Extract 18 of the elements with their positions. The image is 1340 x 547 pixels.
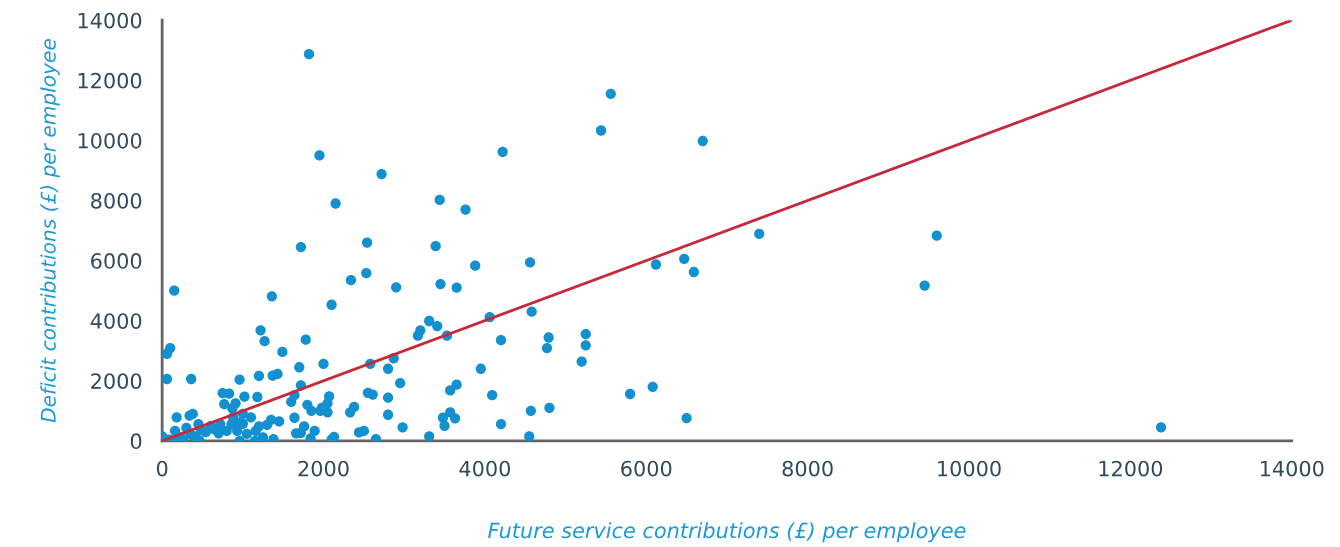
x-tick-label: 8000 [782,460,833,477]
x-tick-label: 14000 [1260,460,1324,477]
y-tick-label: 10000 [78,132,142,149]
y-tick-label: 4000 [90,313,142,329]
x-tick-label: 10000 [938,460,1001,477]
x-tick-label: 2000 [298,460,349,477]
y-tick-label: 12000 [78,72,142,89]
y-axis-title: Deficit contributions (£) per employee [40,39,60,423]
y-tick-label: 0 [130,433,142,450]
x-tick-label: 12000 [1099,460,1163,477]
x-tick-label: 4000 [459,460,511,477]
y-tick-label: 8000 [91,192,142,209]
y-tick-label: 14000 [78,12,142,29]
y-tick-label: 2000 [91,373,142,389]
x-axis-title: Future service contributions (£) per employee [488,522,966,543]
y-tick-label: 6000 [91,253,142,269]
x-tick-label: 0 [156,460,168,477]
x-tick-label: 6000 [621,460,672,477]
